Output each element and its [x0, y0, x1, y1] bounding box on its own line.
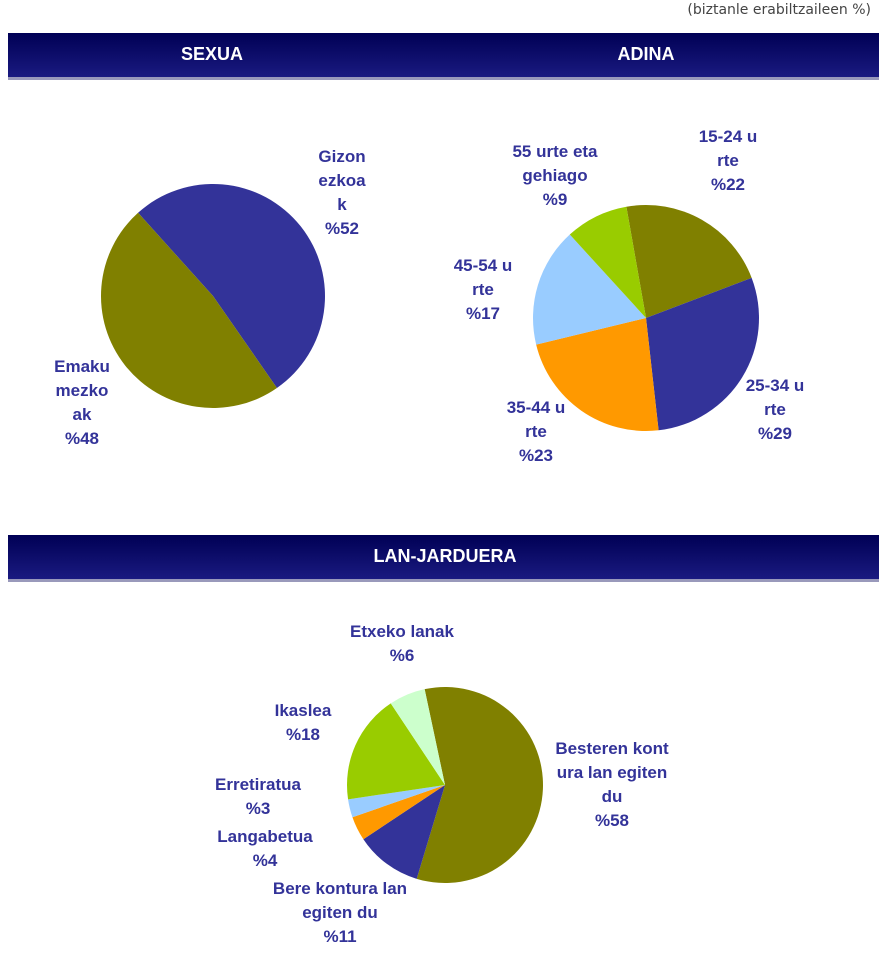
- slice-label: 45-54 urte %17: [453, 254, 513, 326]
- category-label: Bere kontura lan egiten du: [272, 879, 408, 922]
- header-shadow: [8, 579, 879, 582]
- pie-slice: [390, 689, 445, 785]
- pie-slice: [626, 205, 752, 318]
- category-label: 35-44 urte: [506, 398, 566, 441]
- section-title: ADINA: [618, 44, 675, 64]
- value-label: %11: [323, 927, 357, 946]
- value-label: %29: [757, 424, 793, 443]
- pie-slice: [138, 184, 325, 388]
- value-label: %17: [465, 304, 501, 323]
- slice-label: Ikaslea %18: [253, 699, 353, 747]
- slice-label: Gizonezkoak %52: [316, 145, 368, 241]
- category-label: Besteren kontura lan egiten du: [555, 739, 669, 806]
- header-shadow: [8, 77, 879, 80]
- pie-slice: [100, 212, 277, 409]
- value-label: %3: [245, 799, 271, 818]
- note: (biztanle erabiltzaileen %): [687, 2, 871, 18]
- category-label: 45-54 urte: [453, 256, 513, 299]
- pie-slice: [533, 234, 646, 345]
- pie-slice: [363, 785, 445, 879]
- value-label: %22: [710, 175, 746, 194]
- slice-label: Erretiratua %3: [198, 773, 318, 821]
- category-label: Langabetua: [217, 827, 313, 846]
- header-bar: [8, 33, 879, 77]
- category-label: 25-34 urte: [745, 376, 805, 419]
- pie-slice: [569, 206, 646, 318]
- header-bar: [8, 535, 879, 579]
- category-label: 15-24 urte: [698, 127, 758, 170]
- category-label: Etxeko lanak: [350, 622, 454, 641]
- slice-label: Bere kontura lan egiten du %11: [270, 877, 410, 949]
- pie-slice: [536, 318, 659, 432]
- value-label: %4: [252, 851, 278, 870]
- value-label: %9: [542, 190, 568, 209]
- value-label: %48: [64, 429, 100, 448]
- slice-label: Langabetua %4: [200, 825, 330, 873]
- slice-label: 35-44 urte %23: [506, 396, 566, 468]
- value-label: %18: [285, 725, 321, 744]
- pie-slice: [646, 277, 759, 431]
- value-label: %52: [324, 219, 360, 238]
- slice-label: 55 urte eta gehiago %9: [510, 140, 600, 212]
- category-label: 55 urte eta gehiago: [512, 142, 598, 185]
- category-label: Emakumezkoak: [54, 357, 110, 424]
- value-label: %6: [389, 646, 415, 665]
- category-label: Ikaslea: [274, 701, 332, 720]
- value-label: %23: [518, 446, 554, 465]
- pie-slice: [348, 785, 445, 818]
- section-title: SEXUA: [181, 44, 243, 64]
- section-title: LAN-JARDUERA: [374, 546, 517, 566]
- category-label: Gizonezkoak: [318, 147, 366, 214]
- slice-label: 15-24 urte %22: [698, 125, 758, 197]
- category-label: Erretiratua: [215, 775, 301, 794]
- slice-label: 25-34 urte %29: [745, 374, 805, 446]
- value-label: %58: [594, 811, 630, 830]
- slice-label: Besteren kontura lan egiten du %58: [552, 737, 672, 833]
- pie-slice: [346, 703, 445, 800]
- pie-slice: [416, 687, 543, 883]
- slice-label: Etxeko lanak %6: [322, 620, 482, 668]
- slice-label: Emakumezkoak %48: [54, 355, 110, 451]
- pie-slice: [352, 785, 445, 840]
